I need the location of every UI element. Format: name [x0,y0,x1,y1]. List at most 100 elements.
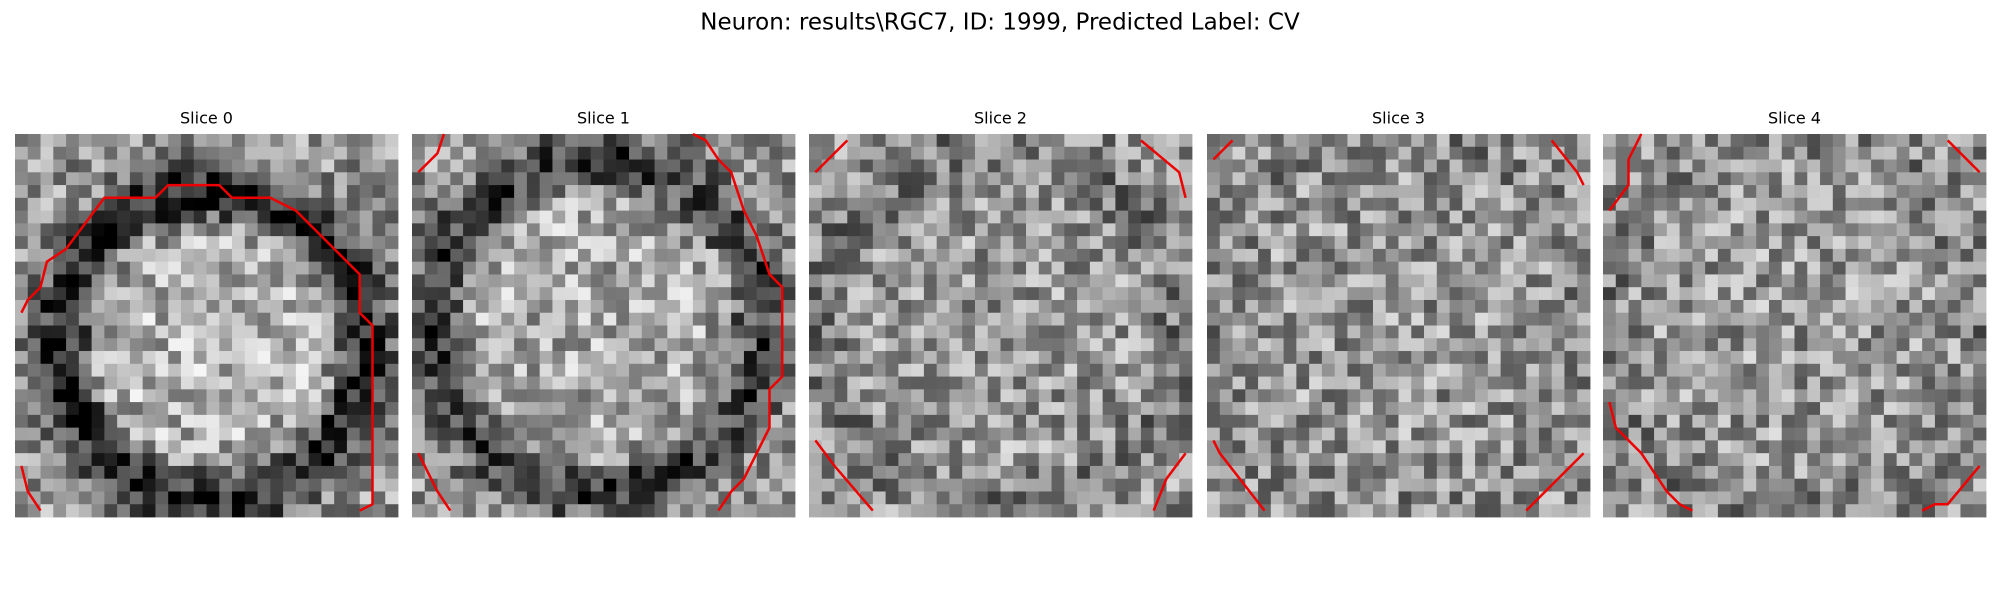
pixel [129,210,144,224]
pixel [270,274,284,288]
pixel [809,261,823,275]
pixel [834,338,848,352]
pixel [308,134,322,148]
pixel [1743,402,1757,416]
pixel [1603,146,1617,160]
pixel [1219,389,1233,403]
pixel [936,465,950,480]
pixel [1026,274,1040,288]
pixel [987,261,1001,275]
pixel [1692,491,1706,505]
pixel [219,402,233,416]
pixel [1283,478,1297,492]
pixel [232,248,246,263]
pixel [1768,287,1783,301]
pixel [1654,261,1668,275]
contour [1608,133,1643,212]
pixel [257,338,271,352]
pixel [1922,504,1936,518]
pixel [104,172,118,186]
pixel [809,414,823,429]
pixel [1603,248,1617,263]
pixel [885,185,899,199]
pixel [1487,236,1502,250]
pixel [885,465,899,480]
pixel [821,185,835,199]
pixel [1922,440,1936,454]
pixel [1283,197,1297,211]
pixel [1781,299,1795,314]
pixel [270,363,284,377]
pixel [1973,223,1987,237]
pixel [15,363,29,377]
pixel [1321,299,1336,314]
pixel [1296,453,1310,467]
pixel [590,414,604,429]
pixel [1283,363,1297,377]
pixel [1449,402,1463,416]
pixel [66,261,80,275]
pixel [1219,402,1233,416]
pixel [1487,159,1502,173]
pixel [692,402,707,416]
pixel [821,197,835,211]
pixel [834,287,848,301]
pixel [526,261,541,275]
pixel [1500,159,1514,173]
pixel [641,159,655,173]
pixel [232,427,246,441]
pixel [1705,376,1719,390]
pixel [244,325,258,339]
pixel [923,287,938,301]
pixel [923,223,938,237]
pixel [1077,172,1091,186]
pixel [1013,351,1027,365]
pixel [1717,478,1732,492]
pixel [1449,414,1463,429]
pixel [321,325,335,339]
pixel [987,389,1001,403]
pixel [91,376,105,390]
pixel [1321,491,1336,505]
pixel [412,351,426,365]
pixel [1692,210,1706,224]
pixel [514,210,528,224]
pixel [1449,376,1463,390]
pixel [155,210,169,224]
pixel [1321,274,1336,288]
pixel [1934,261,1949,275]
pixel [936,504,950,518]
pixel [1283,223,1297,237]
pixel [629,248,643,263]
pixel [1334,261,1348,275]
pixel [1768,504,1783,518]
pixel [629,185,643,199]
pixel [1013,223,1027,237]
pixel [1807,134,1821,148]
pixel [372,146,386,160]
pixel [1666,465,1680,480]
pixel [372,172,386,186]
pixel [1883,465,1898,480]
pixel [1922,299,1936,314]
pixel [1960,325,1974,339]
pixel [1436,427,1450,441]
pixel [1513,236,1527,250]
pixel [936,491,950,505]
pixel [1845,299,1859,314]
pixel [1832,338,1846,352]
pixel [346,274,361,288]
pixel [385,223,399,237]
pixel [321,223,335,237]
pixel [1934,491,1949,505]
pixel [334,172,348,186]
pixel [1398,376,1412,390]
pixel [78,338,92,352]
pixel [577,197,592,211]
pixel [1411,185,1425,199]
pixel [1973,325,1987,339]
pixel [1538,414,1553,429]
pixel [1064,134,1078,148]
pixel [1385,159,1399,173]
pixel [1102,236,1116,250]
